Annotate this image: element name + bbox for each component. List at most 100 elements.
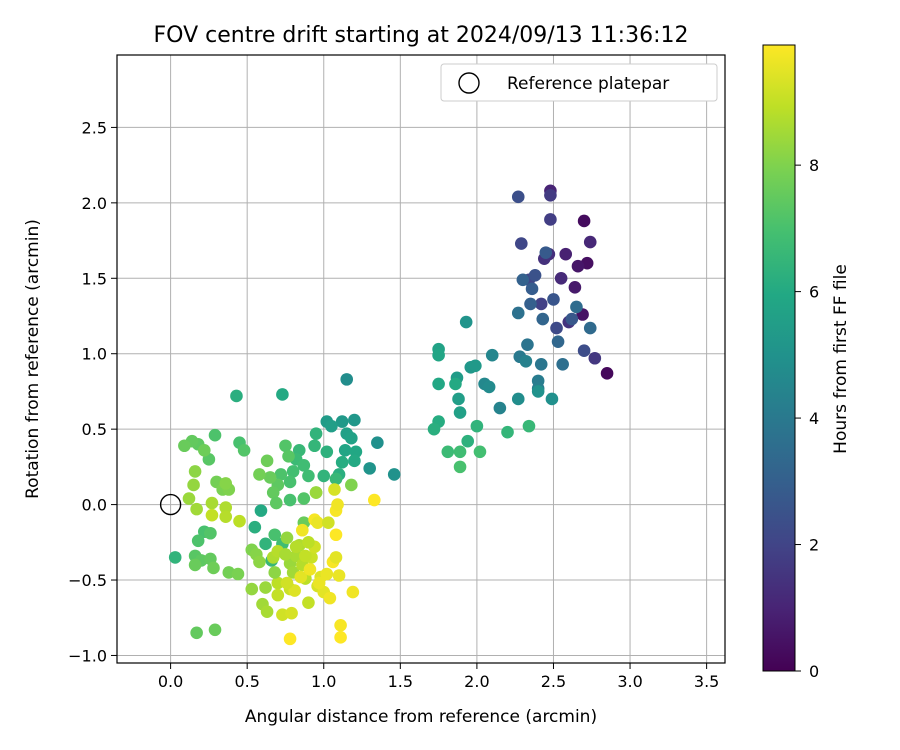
legend-entry-label: Reference platepar <box>507 74 669 94</box>
data-point <box>317 469 331 483</box>
x-tick-label: 1.5 <box>388 672 413 691</box>
data-point <box>345 431 358 445</box>
data-point <box>511 392 525 406</box>
data-points <box>168 184 614 646</box>
data-point <box>367 493 381 507</box>
data-point <box>309 427 323 440</box>
data-point <box>308 439 321 453</box>
plot-area-frame <box>116 54 726 664</box>
data-point <box>547 293 560 306</box>
data-point <box>363 462 376 475</box>
data-point <box>453 460 467 474</box>
reference-platepar-marker <box>159 493 182 516</box>
data-point <box>528 268 542 282</box>
data-point <box>427 422 441 436</box>
data-point <box>219 510 233 523</box>
y-axis-ticks: −1.0 −0.5 0.0 0.5 1.0 1.5 2.0 2.5 <box>68 118 117 665</box>
data-point <box>312 576 326 590</box>
data-point <box>335 456 349 469</box>
colorbar-tick-label: 4 <box>809 409 819 428</box>
data-point <box>320 445 334 459</box>
data-point <box>187 478 200 492</box>
data-point <box>299 549 312 563</box>
data-point <box>583 235 597 249</box>
data-point <box>190 626 203 640</box>
data-point <box>521 338 534 351</box>
data-point <box>182 492 196 505</box>
data-point <box>303 563 317 576</box>
data-point <box>559 247 573 261</box>
data-point <box>348 413 361 427</box>
x-axis-ticks: 0.0 0.5 1.0 1.5 2.0 2.5 3.0 3.5 <box>158 663 719 691</box>
x-tick-label: 3.0 <box>617 672 642 691</box>
data-point <box>329 528 343 542</box>
data-point <box>230 389 243 403</box>
data-point <box>245 582 259 596</box>
data-point <box>205 496 219 510</box>
colorbar-gradient <box>762 44 796 672</box>
data-point <box>338 443 352 457</box>
y-tick-label: −1.0 <box>68 646 107 665</box>
colorbar-label: Hours from first FF file <box>831 264 851 454</box>
data-point <box>286 465 300 478</box>
data-point <box>470 419 484 433</box>
data-point <box>190 502 203 516</box>
legend-box <box>440 63 718 102</box>
data-point <box>525 282 539 296</box>
data-point <box>571 259 585 273</box>
data-point <box>297 492 311 505</box>
data-point <box>263 471 277 484</box>
data-point <box>493 401 507 415</box>
data-point <box>524 297 537 311</box>
data-point <box>254 504 268 517</box>
data-point <box>279 548 292 561</box>
y-axis-label: Rotation from reference (arcmin) <box>23 219 43 499</box>
data-point <box>515 237 528 250</box>
data-point <box>453 406 467 419</box>
colorbar-tick-label: 6 <box>809 283 819 302</box>
data-point <box>188 558 202 572</box>
data-point <box>577 214 591 228</box>
data-point <box>302 536 315 549</box>
x-tick-label: 3.5 <box>694 672 719 691</box>
data-point <box>283 493 297 507</box>
data-point <box>271 576 285 590</box>
data-point <box>280 576 294 590</box>
data-point <box>219 501 233 514</box>
data-point <box>302 596 315 609</box>
data-point <box>331 498 344 511</box>
data-point <box>600 367 614 380</box>
data-point <box>387 468 401 481</box>
data-point <box>453 445 467 459</box>
data-point <box>534 297 548 311</box>
data-point <box>545 392 559 406</box>
data-point <box>274 468 288 481</box>
data-point <box>259 537 272 551</box>
data-point <box>473 445 487 459</box>
data-point <box>522 419 536 433</box>
data-point <box>335 415 349 428</box>
y-tick-label: 1.5 <box>82 269 107 288</box>
data-point <box>260 454 274 468</box>
data-point <box>432 377 445 391</box>
data-point <box>253 555 266 569</box>
data-point <box>511 306 525 320</box>
data-point <box>345 478 358 492</box>
data-point <box>511 190 525 204</box>
data-point <box>348 454 361 468</box>
data-point <box>583 321 597 335</box>
data-point <box>332 569 346 582</box>
data-point <box>320 567 334 581</box>
y-tick-label: 1.0 <box>82 345 107 364</box>
x-tick-label: 2.5 <box>541 672 566 691</box>
data-point <box>280 531 294 545</box>
data-point <box>276 388 289 401</box>
data-point <box>248 520 262 534</box>
data-point <box>289 540 303 554</box>
data-point <box>469 359 482 373</box>
data-point <box>565 312 579 326</box>
data-point <box>544 189 557 202</box>
data-point <box>516 273 530 287</box>
colorbar-tick-label: 0 <box>809 662 819 681</box>
